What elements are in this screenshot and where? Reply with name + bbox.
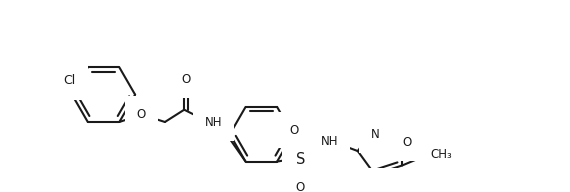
Text: O: O bbox=[181, 73, 190, 86]
Text: N: N bbox=[371, 128, 380, 141]
Text: NH: NH bbox=[321, 135, 339, 148]
Text: CH₃: CH₃ bbox=[430, 148, 452, 161]
Text: O: O bbox=[403, 136, 412, 149]
Text: S: S bbox=[296, 152, 306, 167]
Text: NH: NH bbox=[205, 116, 222, 129]
Text: O: O bbox=[295, 181, 304, 192]
Text: O: O bbox=[137, 108, 146, 121]
Text: O: O bbox=[289, 123, 298, 137]
Text: Cl: Cl bbox=[63, 74, 75, 87]
